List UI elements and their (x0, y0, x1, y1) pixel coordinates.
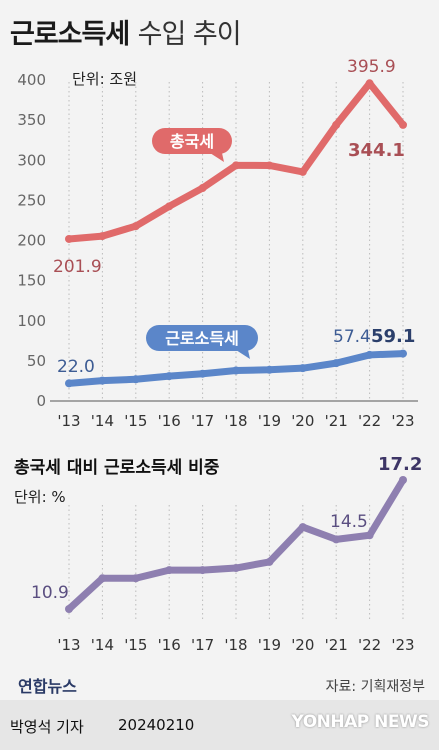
x-tick-label: '20 (291, 636, 314, 654)
income-tax-bubble-tail (236, 350, 250, 359)
x-tick-label: '15 (124, 636, 147, 654)
unit-label-bottom: 단위: % (14, 488, 66, 506)
y-tick-label: 150 (17, 272, 46, 290)
x-tick-label: '14 (91, 636, 114, 654)
share-line (65, 476, 407, 613)
total-tax-line (65, 79, 407, 243)
share-point (198, 566, 207, 575)
total-tax-point (365, 79, 374, 88)
total-tax-point (165, 202, 174, 211)
x-tick-label: '17 (191, 636, 214, 654)
data-label: 57.4 (333, 327, 371, 347)
data-label: 22.0 (57, 357, 95, 377)
share-point (98, 574, 107, 583)
x-tick-label: '22 (358, 412, 381, 430)
share-point (298, 523, 307, 532)
total-tax-bubble-tail (210, 153, 224, 162)
y-tick-label: 0 (36, 392, 46, 410)
share-point (232, 564, 240, 573)
total-tax-legend-label: 총국세 (170, 132, 214, 151)
title-light: 수입 추이 (137, 19, 242, 50)
total-tax-point (131, 222, 140, 231)
total-tax-bubble (152, 128, 232, 154)
x-tick-label: '18 (224, 412, 247, 430)
y-tick-label: 400 (17, 71, 46, 89)
byline: 박영석 기자 (10, 718, 84, 736)
data-label: 17.2 (378, 454, 422, 475)
x-tick-label: '15 (124, 412, 147, 430)
share-point (332, 535, 341, 544)
byline-date: 20240210 (118, 716, 195, 734)
total-tax-point (65, 234, 73, 243)
brand-logo: 연합뉴스 (18, 677, 77, 696)
x-tick-label: '23 (391, 412, 414, 430)
total-tax-point (232, 161, 240, 170)
x-tick-label: '19 (258, 636, 281, 654)
income-tax-point (165, 372, 174, 381)
chart-title-bottom: 총국세 대비 근로소득세 비중 (14, 458, 220, 478)
y-tick-label: 300 (17, 151, 46, 169)
x-tick-label: '17 (191, 412, 214, 430)
x-tick-label: '13 (57, 412, 80, 430)
share-point (65, 605, 73, 613)
data-label: 10.9 (31, 583, 69, 603)
income-tax-point (332, 359, 341, 368)
y-tick-label: 200 (17, 232, 46, 250)
income-tax-point (131, 375, 140, 384)
x-tick-label: '16 (158, 636, 181, 654)
x-tick-label: '16 (158, 412, 181, 430)
data-label: 201.9 (53, 257, 102, 277)
x-tick-label: '14 (91, 412, 114, 430)
y-tick-label: 250 (17, 191, 46, 209)
x-tick-label: '21 (325, 412, 348, 430)
income-tax-legend-label: 근로소득세 (165, 329, 239, 348)
y-tick-label: 100 (17, 312, 46, 330)
y-tick-label: 350 (17, 111, 46, 129)
x-tick-label: '19 (258, 412, 281, 430)
share-point (365, 531, 374, 540)
income-tax-point (232, 366, 240, 375)
x-tick-label: '18 (224, 636, 247, 654)
y-tick-label: 50 (27, 352, 46, 370)
share-point (265, 557, 274, 566)
page-title: 근로소득세 수입 추이 (10, 12, 242, 51)
share-point (399, 476, 407, 484)
income-tax-point (365, 350, 374, 359)
x-tick-label: '21 (325, 636, 348, 654)
unit-label-top: 단위: 조원 (72, 70, 137, 88)
x-tick-label: '20 (291, 412, 314, 430)
total-tax-point (332, 120, 341, 129)
income-tax-bubble (146, 325, 258, 351)
total-tax-point (298, 167, 307, 176)
income-tax-point (198, 369, 207, 378)
data-label: 344.1 (348, 140, 405, 161)
income-tax-point (98, 376, 107, 385)
x-tick-label: '23 (391, 636, 414, 654)
share-point (131, 574, 140, 583)
source-note: 자료: 기획재정부 (325, 679, 425, 695)
title-bold: 근로소득세 (10, 19, 130, 50)
data-label: 59.1 (371, 326, 415, 347)
share-point (165, 566, 174, 575)
income-tax-point (298, 364, 307, 373)
footer-bar (0, 700, 439, 750)
income-tax-point (65, 379, 73, 388)
income-tax-point (265, 365, 274, 374)
total-tax-point (265, 161, 274, 170)
income-tax-point (399, 349, 407, 358)
x-tick-label: '13 (57, 636, 80, 654)
data-label: 395.9 (347, 57, 396, 77)
total-tax-point (399, 120, 407, 129)
data-label: 14.5 (330, 512, 368, 532)
watermark: YONHAP NEWS (291, 712, 430, 732)
total-tax-point (98, 232, 107, 241)
total-tax-point (198, 184, 207, 193)
x-tick-label: '22 (358, 636, 381, 654)
